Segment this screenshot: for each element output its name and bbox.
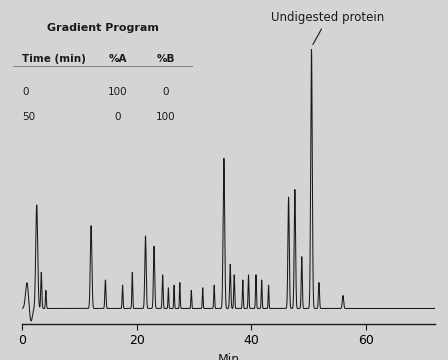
Text: 0: 0 <box>114 112 121 122</box>
Text: Gradient Program: Gradient Program <box>47 23 159 33</box>
Text: 100: 100 <box>156 112 176 122</box>
Text: 100: 100 <box>108 87 127 96</box>
Text: %A: %A <box>108 54 127 64</box>
Text: 0: 0 <box>22 87 29 96</box>
Text: Undigested protein: Undigested protein <box>271 11 385 45</box>
X-axis label: Min: Min <box>217 353 240 360</box>
Text: %B: %B <box>156 54 175 64</box>
Text: 50: 50 <box>22 112 35 122</box>
Text: Time (min): Time (min) <box>22 54 86 64</box>
Text: 0: 0 <box>163 87 169 96</box>
